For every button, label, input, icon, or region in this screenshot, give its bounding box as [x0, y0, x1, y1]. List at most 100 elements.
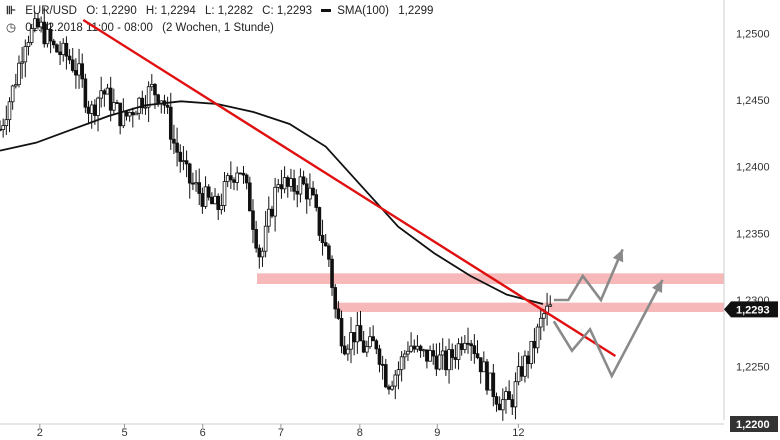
bottom-price-tag: 1,2200 [736, 419, 770, 431]
candle [384, 358, 388, 389]
high-value: H: 1,2294 [145, 5, 196, 17]
candle-body [14, 84, 18, 87]
candle [58, 41, 62, 65]
candle-body [421, 349, 426, 352]
candle [238, 172, 243, 175]
candle [149, 74, 154, 92]
candle-body [494, 396, 499, 405]
candle [444, 346, 448, 376]
candle-body [80, 63, 85, 80]
candle-body [168, 106, 173, 140]
candle [519, 355, 524, 381]
candle-body [475, 353, 480, 359]
candle-body [187, 163, 192, 184]
candle [532, 328, 537, 364]
candle-body [529, 340, 534, 365]
candle-body [450, 349, 455, 358]
candle [358, 310, 363, 342]
candle-body [371, 336, 375, 342]
candle-body [232, 179, 236, 183]
candle-body [20, 61, 24, 64]
candle-body [99, 90, 103, 99]
candle [4, 105, 9, 136]
candle [513, 372, 518, 420]
candle-body [463, 342, 467, 350]
candle [99, 76, 103, 108]
trendline [82, 18, 617, 358]
candle-body [358, 325, 363, 342]
candle-body [241, 172, 246, 176]
candle-body [26, 42, 31, 48]
bottom-price-tag-bg [730, 416, 778, 432]
candle-body [266, 208, 271, 227]
candle-body [447, 349, 451, 371]
candle [273, 177, 277, 232]
candle-body [323, 242, 328, 247]
candle-body [308, 187, 312, 200]
candle [368, 327, 372, 349]
candle-body [279, 184, 284, 190]
candle [89, 100, 94, 129]
candle-body [523, 355, 527, 377]
candle [535, 323, 540, 354]
candle-body [229, 175, 233, 181]
last-price-tag: 1,2293 [736, 304, 770, 316]
candle [456, 338, 461, 370]
candle [523, 350, 527, 383]
candle [308, 173, 312, 207]
candle-body [77, 63, 81, 76]
candle [425, 349, 429, 369]
candle-body [197, 182, 202, 194]
candle [134, 110, 138, 116]
candle [355, 312, 360, 354]
candle [137, 96, 141, 120]
candle [361, 330, 366, 354]
candle-body [428, 350, 432, 362]
candle [45, 21, 50, 48]
candle [352, 332, 356, 356]
candle-body [48, 28, 53, 42]
candle [140, 90, 145, 115]
candle-body [7, 101, 12, 121]
candle [7, 97, 12, 133]
candle-body [456, 343, 461, 360]
candle [225, 172, 230, 188]
candle-body [225, 175, 230, 182]
candle [257, 244, 262, 269]
candle [175, 127, 179, 167]
candle-body [466, 342, 470, 345]
candle [86, 100, 91, 125]
candle-body [298, 176, 303, 195]
candle-body [273, 186, 277, 217]
candle [112, 88, 116, 114]
candle [437, 342, 442, 371]
candle [17, 55, 21, 88]
candle-body [393, 374, 398, 387]
candle [526, 350, 530, 379]
candle-body [235, 172, 239, 183]
interval-label: (2 Wochen, 1 Stunde) [162, 22, 274, 34]
candle-body [219, 205, 224, 210]
candle [399, 351, 404, 382]
candle [241, 165, 246, 184]
candle-body [140, 97, 145, 109]
candle [428, 345, 432, 362]
candle-body [431, 350, 436, 357]
projection-down [552, 279, 664, 379]
candle [415, 335, 420, 353]
close-value: C: 1,2293 [262, 5, 313, 17]
candle [165, 96, 170, 114]
candle [339, 310, 344, 354]
candle-body [23, 46, 28, 63]
candle-body [146, 86, 151, 108]
candle-body [538, 317, 543, 328]
candle [244, 173, 249, 190]
x-tick-label: 9 [434, 427, 440, 439]
candle-body [409, 345, 413, 352]
candle-body [175, 142, 179, 153]
x-tick-label: 2 [37, 427, 43, 439]
candle [497, 396, 502, 411]
candle [516, 352, 521, 386]
candle-body [93, 104, 97, 116]
